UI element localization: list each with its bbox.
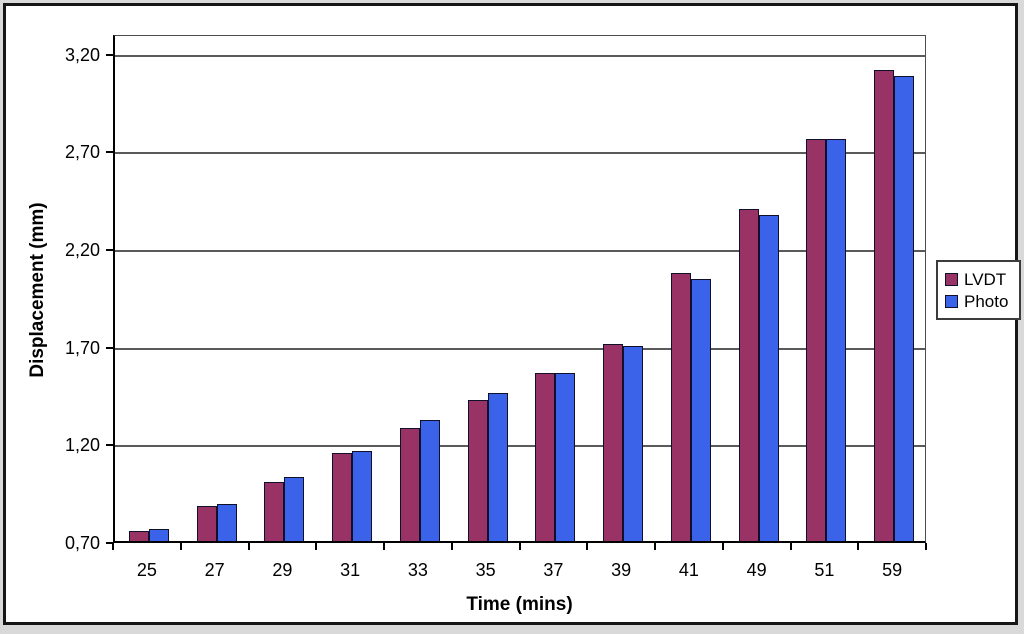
y-gridline <box>115 54 925 57</box>
photo-swatch-icon <box>945 295 958 308</box>
bar-photo-33 <box>419 419 440 541</box>
x-tick-label: 41 <box>678 560 699 580</box>
legend-label: Photo <box>964 292 1009 311</box>
bar-photo-25 <box>148 529 169 541</box>
y-tick-label: 2,70 <box>64 142 100 163</box>
x-axis-tick <box>857 543 860 550</box>
bar-lvdt-51 <box>806 138 827 541</box>
bar-lvdt-59 <box>874 70 895 541</box>
x-tick-label: 31 <box>340 560 361 580</box>
x-tick-label: 37 <box>543 560 564 580</box>
bar-photo-27 <box>216 503 237 541</box>
bar-photo-41 <box>690 279 711 541</box>
y-axis-title: Displacement (mm) <box>27 202 48 378</box>
bar-lvdt-49 <box>738 208 759 541</box>
x-axis-tick <box>179 543 182 550</box>
bar-lvdt-29 <box>264 482 285 541</box>
bar-lvdt-35 <box>467 400 488 541</box>
y-gridline <box>115 347 925 350</box>
lvdt-swatch-icon <box>945 273 958 286</box>
bar-photo-49 <box>758 214 779 541</box>
bar-lvdt-25 <box>128 531 149 541</box>
y-axis-tick <box>106 444 113 447</box>
y-axis-tick <box>106 346 113 349</box>
y-axis-tick <box>106 542 113 544</box>
x-tick-label: 59 <box>882 560 903 580</box>
x-axis-tick <box>518 543 521 550</box>
x-tick-label: 39 <box>611 560 632 580</box>
y-gridline <box>115 152 925 155</box>
bar-lvdt-37 <box>535 372 556 541</box>
bar-photo-35 <box>487 392 508 541</box>
x-axis-tick <box>925 543 927 550</box>
bar-photo-37 <box>555 372 576 541</box>
x-axis-tick <box>247 543 250 550</box>
bar-lvdt-27 <box>196 505 217 541</box>
bar-photo-51 <box>826 138 847 541</box>
x-tick-label: 29 <box>272 560 293 580</box>
x-axis-tick <box>383 543 385 550</box>
y-tick-label: 1,70 <box>64 337 100 358</box>
x-axis-tick <box>315 543 318 550</box>
y-axis-tick <box>106 151 113 154</box>
x-axis-tick <box>654 543 656 550</box>
y-axis-tick <box>106 248 113 251</box>
legend-item-lvdt: LVDT <box>945 270 1013 289</box>
legend-item-photo: Photo <box>945 292 1013 311</box>
y-gridline <box>115 445 925 448</box>
y-tick-label: 1,20 <box>64 435 100 456</box>
x-tick-label: 27 <box>204 560 225 580</box>
x-axis-title: Time (mins) <box>466 594 573 615</box>
plot-area <box>113 35 926 543</box>
x-axis-tick <box>586 543 589 550</box>
y-gridline <box>115 249 925 252</box>
bar-photo-29 <box>284 476 305 541</box>
x-tick-label: 25 <box>136 560 157 580</box>
x-tick-label: 49 <box>746 560 767 580</box>
x-axis-tick <box>789 543 792 550</box>
legend: LVDT Photo <box>936 260 1021 320</box>
y-axis-tick <box>106 53 113 56</box>
y-tick-label: 0,70 <box>64 533 100 553</box>
bar-photo-59 <box>894 76 915 541</box>
bar-lvdt-39 <box>603 343 624 541</box>
x-tick-label: 35 <box>475 560 496 580</box>
x-axis-tick <box>450 543 453 550</box>
x-tick-label: 33 <box>407 560 428 580</box>
y-tick-label: 3,20 <box>64 44 100 65</box>
y-tick-label: 2,20 <box>64 239 100 260</box>
bar-lvdt-33 <box>399 427 420 541</box>
bar-lvdt-31 <box>332 453 353 541</box>
bar-photo-39 <box>623 345 644 541</box>
legend-label: LVDT <box>964 270 1007 289</box>
x-axis-tick <box>112 543 114 550</box>
bar-photo-31 <box>352 451 373 541</box>
bar-lvdt-41 <box>670 273 691 541</box>
x-axis-tick <box>721 543 724 550</box>
chart-frame: 0,70 1,20 1,70 2,20 2,70 3,20 25 27 29 31 33 35 37 39… <box>3 3 1021 625</box>
x-tick-label: 51 <box>814 560 835 580</box>
